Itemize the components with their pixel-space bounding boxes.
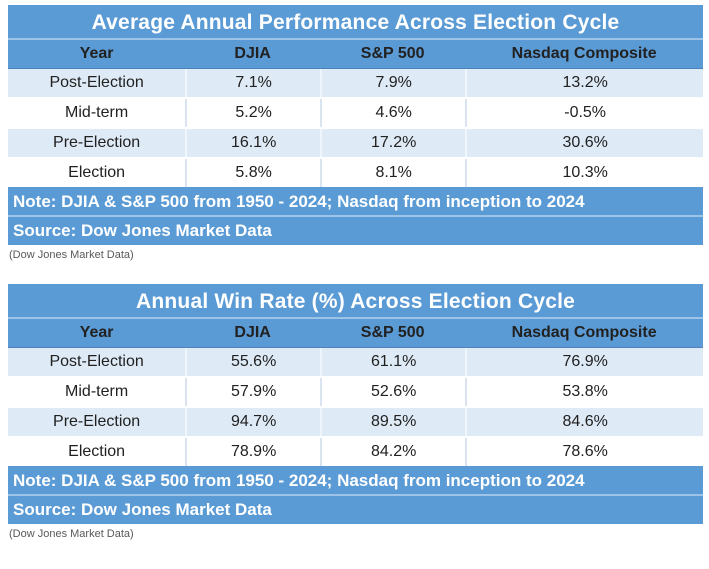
- column-header: DJIA: [234, 324, 271, 341]
- table-title: Annual Win Rate (%) Across Election Cycl…: [8, 284, 703, 319]
- row-label: Pre-Election: [53, 134, 141, 151]
- row-label: Mid-term: [65, 104, 129, 121]
- value-cell: 17.2%: [320, 129, 465, 157]
- table-row: Pre-Election 94.7% 89.5% 84.6%: [8, 408, 703, 438]
- table-note: Note: DJIA & S&P 500 from 1950 - 2024; N…: [8, 187, 703, 217]
- column-header: S&P 500: [360, 45, 425, 62]
- value-cell: 55.6%: [185, 348, 320, 376]
- value-cell: 7.9%: [320, 69, 465, 97]
- column-header: Nasdaq Composite: [511, 324, 657, 341]
- value-cell: 5.2%: [185, 99, 320, 127]
- value-cell: 94.7%: [185, 408, 320, 436]
- value-cell: 89.5%: [320, 408, 465, 436]
- value-cell: 57.9%: [185, 378, 320, 406]
- value-cell: 52.6%: [320, 378, 465, 406]
- table-body: Post-Election 7.1% 7.9% 13.2% Mid-term 5.2% 4.…: [8, 69, 703, 187]
- column-header: Year: [79, 45, 114, 62]
- value-cell: 10.3%: [465, 159, 703, 187]
- value-cell: 5.8%: [185, 159, 320, 187]
- table-source: Source: Dow Jones Market Data: [8, 217, 703, 245]
- performance-table-section: Average Annual Performance Across Electi…: [8, 5, 703, 261]
- row-label: Post-Election: [49, 353, 144, 370]
- table-title: Average Annual Performance Across Electi…: [8, 5, 703, 40]
- row-label: Post-Election: [49, 74, 144, 91]
- table-header-row: Year DJIA S&P 500 Nasdaq Composite: [8, 40, 703, 69]
- table-row: Election 5.8% 8.1% 10.3%: [8, 159, 703, 187]
- attribution-caption: (Dow Jones Market Data): [9, 528, 134, 540]
- value-cell: 16.1%: [185, 129, 320, 157]
- table-row: Pre-Election 16.1% 17.2% 30.6%: [8, 129, 703, 159]
- value-cell: 7.1%: [185, 69, 320, 97]
- row-label: Election: [68, 164, 126, 181]
- table-header-row: Year DJIA S&P 500 Nasdaq Composite: [8, 319, 703, 348]
- value-cell: 84.2%: [320, 438, 465, 466]
- table-row: Mid-term 5.2% 4.6% -0.5%: [8, 99, 703, 129]
- row-label: Mid-term: [65, 383, 129, 400]
- column-header: DJIA: [234, 45, 271, 62]
- column-header: Year: [79, 324, 114, 341]
- table-row: Post-Election 55.6% 61.1% 76.9%: [8, 348, 703, 378]
- value-cell: 13.2%: [465, 69, 703, 97]
- page: Average Annual Performance Across Electi…: [8, 5, 703, 540]
- value-cell: 76.9%: [465, 348, 703, 376]
- table-row: Election 78.9% 84.2% 78.6%: [8, 438, 703, 466]
- table-note: Note: DJIA & S&P 500 from 1950 - 2024; N…: [8, 466, 703, 496]
- win-rate-table: Annual Win Rate (%) Across Election Cycl…: [8, 284, 703, 524]
- attribution-caption: (Dow Jones Market Data): [9, 249, 134, 261]
- row-label: Election: [68, 443, 126, 460]
- table-row: Mid-term 57.9% 52.6% 53.8%: [8, 378, 703, 408]
- value-cell: 61.1%: [320, 348, 465, 376]
- column-header: S&P 500: [360, 324, 425, 341]
- value-cell: 30.6%: [465, 129, 703, 157]
- table-row: Post-Election 7.1% 7.9% 13.2%: [8, 69, 703, 99]
- table-source: Source: Dow Jones Market Data: [8, 496, 703, 524]
- table-body: Post-Election 55.6% 61.1% 76.9% Mid-term 57.9…: [8, 348, 703, 466]
- win-rate-table-section: Annual Win Rate (%) Across Election Cycl…: [8, 284, 703, 540]
- row-label: Pre-Election: [53, 413, 141, 430]
- value-cell: 78.9%: [185, 438, 320, 466]
- value-cell: 8.1%: [320, 159, 465, 187]
- value-cell: 78.6%: [465, 438, 703, 466]
- performance-table: Average Annual Performance Across Electi…: [8, 5, 703, 245]
- value-cell: 53.8%: [465, 378, 703, 406]
- value-cell: -0.5%: [465, 99, 703, 127]
- column-header: Nasdaq Composite: [511, 45, 657, 62]
- value-cell: 4.6%: [320, 99, 465, 127]
- value-cell: 84.6%: [465, 408, 703, 436]
